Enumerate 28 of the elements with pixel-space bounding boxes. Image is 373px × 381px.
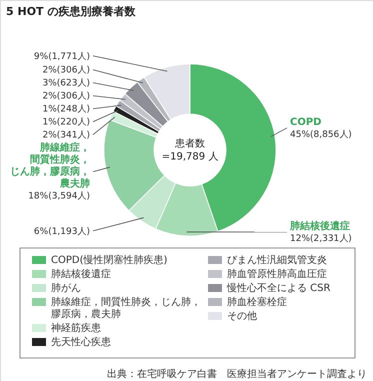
chart-title: 5 HOT の疾患別療養者数 <box>6 5 136 18</box>
legend-label: 肺結核後遺症 <box>51 268 111 280</box>
legend-label: 肺がん <box>51 282 81 294</box>
legend-label: 肺血管原性肺高血圧症 <box>227 268 327 280</box>
data-label: 6%(1,193人) <box>34 226 90 237</box>
text: 患者数 =19,789 人 <box>162 138 218 162</box>
data-label: 2%(306人) <box>42 64 90 76</box>
data-label: 9%(1,771人) <box>34 50 90 62</box>
data-label: 45%(8,856人) <box>290 128 352 140</box>
text: COPD <box>290 116 322 128</box>
data-label: 3%(623人) <box>42 78 90 89</box>
data-label: 1%(220人) <box>42 116 90 128</box>
legend-label: 肺線維症，間質性肺炎，じん肺，膠原病，農夫肺 <box>51 296 201 320</box>
source-note: 出典：在宅呼吸ケア白書 医療担当者アンケート調査より <box>107 368 367 380</box>
legend-label: 慢性心不全による CSR <box>226 282 331 294</box>
slice-label: 肺線維症，間質性肺炎，じん肺，膠原病，農夫肺 <box>10 142 90 190</box>
legend-label: 神経筋疾患 <box>51 322 101 334</box>
legend-label: その他 <box>227 310 257 322</box>
legend-label: 肺血栓塞栓症 <box>227 296 287 308</box>
data-label: 2%(306人) <box>42 90 90 102</box>
legend-label: 先天性心疾患 <box>51 336 111 348</box>
legend-label: びまん性汎細気管支炎 <box>227 254 327 266</box>
data-label: 1%(248人) <box>42 104 90 115</box>
slice-label: 肺結核後遺症 <box>289 220 350 232</box>
data-label: 12%(2,331人) <box>290 233 352 244</box>
data-label: 2%(341人) <box>42 130 90 141</box>
data-label: 18%(3,594人) <box>28 190 90 202</box>
legend-label: COPD(慢性閉塞性肺疾患) <box>51 254 168 266</box>
